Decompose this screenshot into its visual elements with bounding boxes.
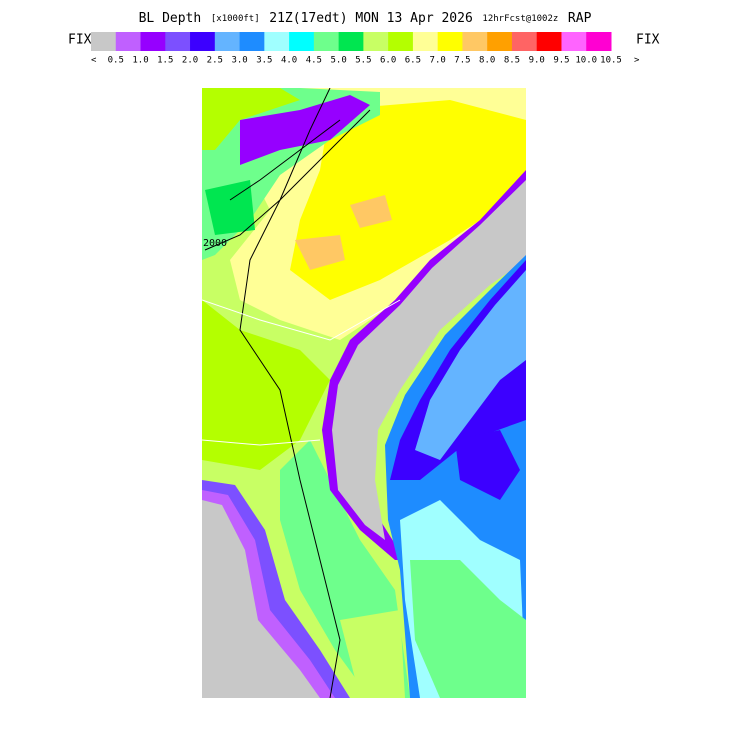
colorbar-label: 7.0 [430,56,446,66]
colorbar-box [388,32,414,51]
colorbar-label: 10.5 [600,56,622,66]
title-part: 21Z(17edt) MON 13 Apr 2026 [269,11,473,26]
border [239,88,341,698]
colorbar-box [586,32,612,51]
colorbar-label: 5.5 [355,56,371,66]
ocean [455,430,520,500]
colorbar-label: 2.0 [182,56,198,66]
colorbar-box [214,32,241,51]
colorbar-box [561,32,587,51]
colorbar-label: 9.0 [529,56,545,66]
colorbar-label: 9.5 [553,56,569,66]
colorbar-label: 3.0 [231,56,247,66]
region [290,100,526,300]
region [295,235,345,270]
colorbar-label: 1.0 [132,56,148,66]
colorbar-box [239,32,265,51]
ocean [415,270,526,460]
colorbar-box [264,32,290,51]
state-line [202,299,401,341]
colorbar-box [511,32,538,51]
colorbar-box [536,32,562,51]
title-part: BL Depth [139,11,202,26]
gulf-gray [202,500,320,698]
colorbar-box [115,32,142,51]
colorbar-box [338,32,364,51]
ocean-gray [332,180,526,540]
colorbar-label: 7.5 [454,56,470,66]
colorbar-label: 6.5 [405,56,421,66]
colorbar: < >0.5 1.0 1.5 2.0 2.5 3.0 3.5 4.0 4.5 5.0 5.5 6.0 6.… [91,32,640,66]
region [202,88,300,150]
colorbar-box [363,32,389,51]
colorbar-label: 5.0 [330,56,346,66]
region [350,195,392,228]
region [240,95,370,165]
contour [229,119,341,201]
colorbar-label: 1.5 [157,56,173,66]
colorbar-box [313,32,340,51]
colorbar-label: 4.0 [281,56,297,66]
title-part: [x1000ft] [211,14,260,24]
colorbar-box [412,32,439,51]
colorbar-box [289,32,315,51]
colorbar-low: < [91,56,97,66]
contour-label: 2000 [203,238,227,249]
map: 2000 [202,88,526,698]
region [202,300,330,470]
colorbar-label: 0.5 [108,56,124,66]
colorbar-box [190,32,216,51]
ocean [410,560,526,698]
colorbar-high: > [634,56,640,66]
colorbar-box [462,32,488,51]
colorbar-box [165,32,191,51]
region [205,180,255,235]
state-line [202,439,321,446]
colorbar-label: 4.5 [306,56,322,66]
colorbar-label: 6.0 [380,56,396,66]
title-part: 12hrFcst@1002z [482,14,558,24]
colorbar-box [91,32,117,51]
colorbar-label: 2.5 [207,56,223,66]
fix-left: FIX [68,33,92,48]
colorbar-label: 3.5 [256,56,272,66]
region [340,610,405,698]
colorbar-label: 10.0 [575,56,597,66]
colorbar-box [140,32,166,51]
fix-right: FIX [636,33,660,48]
title: BL Depth [x1000ft] 21Z(17edt) MON 13 Apr… [139,8,592,27]
colorbar-label: 8.5 [504,56,520,66]
colorbar-box [487,32,513,51]
colorbar-label: 8.0 [479,56,495,66]
title-part: RAP [568,11,592,26]
colorbar-box [437,32,463,51]
